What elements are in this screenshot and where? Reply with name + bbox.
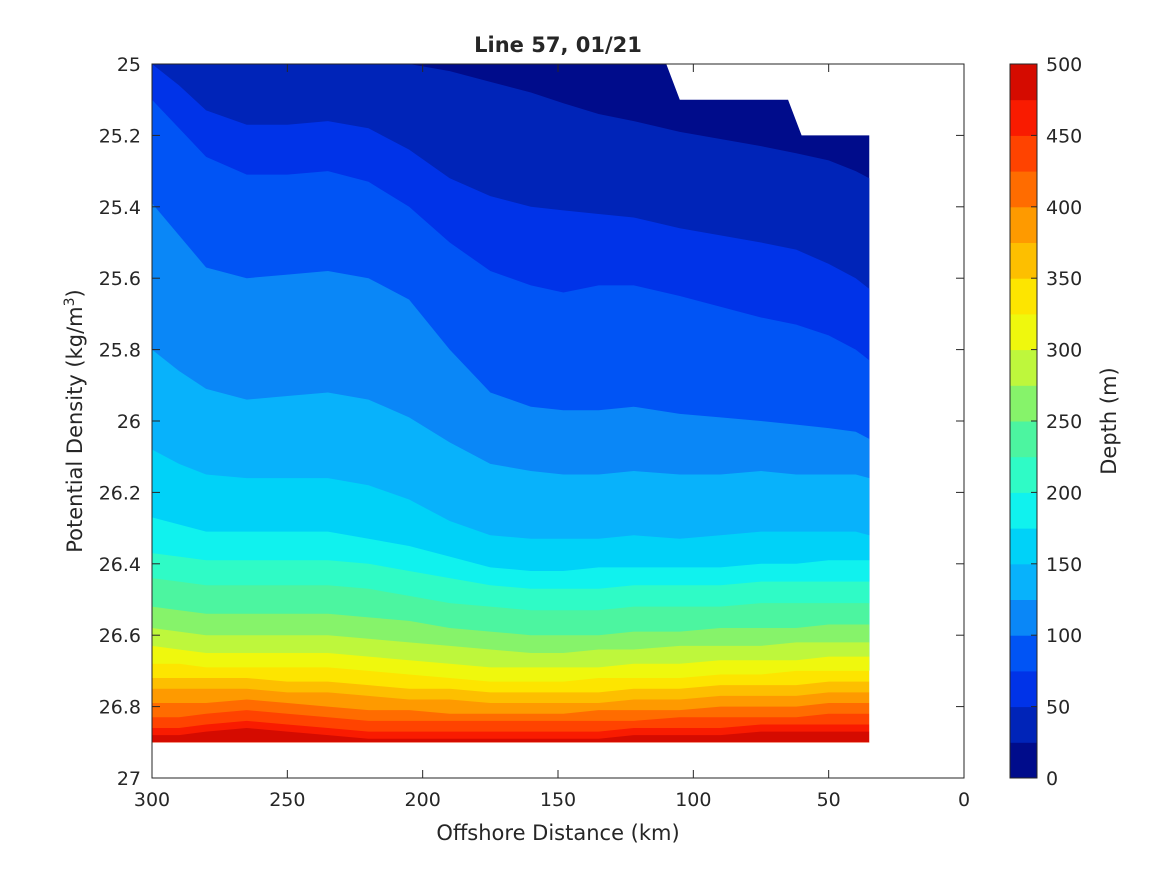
x-tick-label: 0 xyxy=(958,789,970,811)
y-tick-label: 27 xyxy=(117,768,141,790)
colorbar-tick-label: 400 xyxy=(1046,197,1082,219)
y-axis-label-base: Potential Density (kg/m xyxy=(63,306,87,552)
colorbar: 0 50 100 150 200 250 300 350 400 450 500 xyxy=(1009,54,1082,790)
y-axis-label-sup: 3 xyxy=(62,297,78,306)
colorbar-swatch xyxy=(1010,528,1037,565)
y-tick-label: 25.8 xyxy=(99,340,141,362)
colorbar-swatch xyxy=(1010,278,1037,315)
colorbar-swatch xyxy=(1010,171,1037,208)
colorbar-swatch xyxy=(1010,599,1037,636)
colorbar-tick-label: 0 xyxy=(1046,768,1058,790)
colorbar-swatch xyxy=(1010,135,1037,172)
y-tick-label: 25.4 xyxy=(99,197,141,219)
y-axis-label-end: ) xyxy=(63,289,87,297)
shelf-void-mask xyxy=(869,206,964,743)
x-tick-label: 250 xyxy=(269,789,305,811)
colorbar-tick-label: 500 xyxy=(1046,54,1082,76)
colorbar-swatch xyxy=(1010,206,1037,243)
colorbar-swatch xyxy=(1010,313,1037,351)
colorbar-tick-label: 450 xyxy=(1046,125,1082,147)
y-tick-label: 25.6 xyxy=(99,268,141,290)
colorbar-tick-label: 350 xyxy=(1046,268,1082,290)
colorbar-tick-label: 100 xyxy=(1046,625,1082,647)
y-axis: 25 25.2 25.4 25.6 25.8 26 26.2 26.4 26.6 26.8 27 xyxy=(99,54,964,790)
colorbar-tick-label: 150 xyxy=(1046,554,1082,576)
colorbar-swatch xyxy=(1010,706,1037,743)
x-tick-label: 50 xyxy=(817,789,841,811)
colorbar-label: Depth (m) xyxy=(1097,367,1121,474)
data-void-masks xyxy=(666,64,964,743)
top-void-mask xyxy=(666,64,964,200)
colorbar-tick-label: 250 xyxy=(1046,411,1082,433)
y-tick-label: 26 xyxy=(117,411,141,433)
colorbar-swatch xyxy=(1010,563,1037,600)
colorbar-swatch xyxy=(1010,349,1037,386)
x-tick-label: 300 xyxy=(134,789,170,811)
colorbar-swatch xyxy=(1010,635,1037,672)
colorbar-tick-label: 300 xyxy=(1046,340,1082,362)
colorbar-swatch xyxy=(1010,670,1037,708)
contour-fills xyxy=(152,64,870,743)
y-tick-label: 25 xyxy=(117,54,141,76)
x-axis-label: Offshore Distance (km) xyxy=(436,821,679,845)
x-tick-label: 200 xyxy=(405,789,441,811)
x-tick-label: 100 xyxy=(675,789,711,811)
colorbar-swatch xyxy=(1010,456,1037,493)
x-tick-label: 150 xyxy=(540,789,576,811)
y-tick-label: 25.2 xyxy=(99,125,141,147)
y-tick-label: 26.8 xyxy=(99,697,141,719)
colorbar-swatch xyxy=(1010,421,1037,458)
chart-title: Line 57, 01/21 xyxy=(474,33,642,57)
y-axis-label: Potential Density (kg/m3) xyxy=(62,289,87,553)
colorbar-swatch xyxy=(1010,242,1037,279)
y-tick-label: 26.4 xyxy=(99,554,141,576)
y-tick-label: 26.6 xyxy=(99,625,141,647)
colorbar-swatch xyxy=(1010,742,1037,779)
x-axis: 300 250 200 150 100 50 0 xyxy=(134,64,970,811)
colorbar-tick-label: 200 xyxy=(1046,482,1082,504)
colorbar-swatch xyxy=(1010,492,1037,529)
colorbar-tick-label: 50 xyxy=(1046,697,1070,719)
colorbar-swatch xyxy=(1010,99,1037,136)
colorbar-swatch xyxy=(1010,385,1037,422)
colorbar-swatch xyxy=(1010,64,1037,101)
contour-band-19 xyxy=(152,728,870,743)
y-tick-label: 26.2 xyxy=(99,482,141,504)
